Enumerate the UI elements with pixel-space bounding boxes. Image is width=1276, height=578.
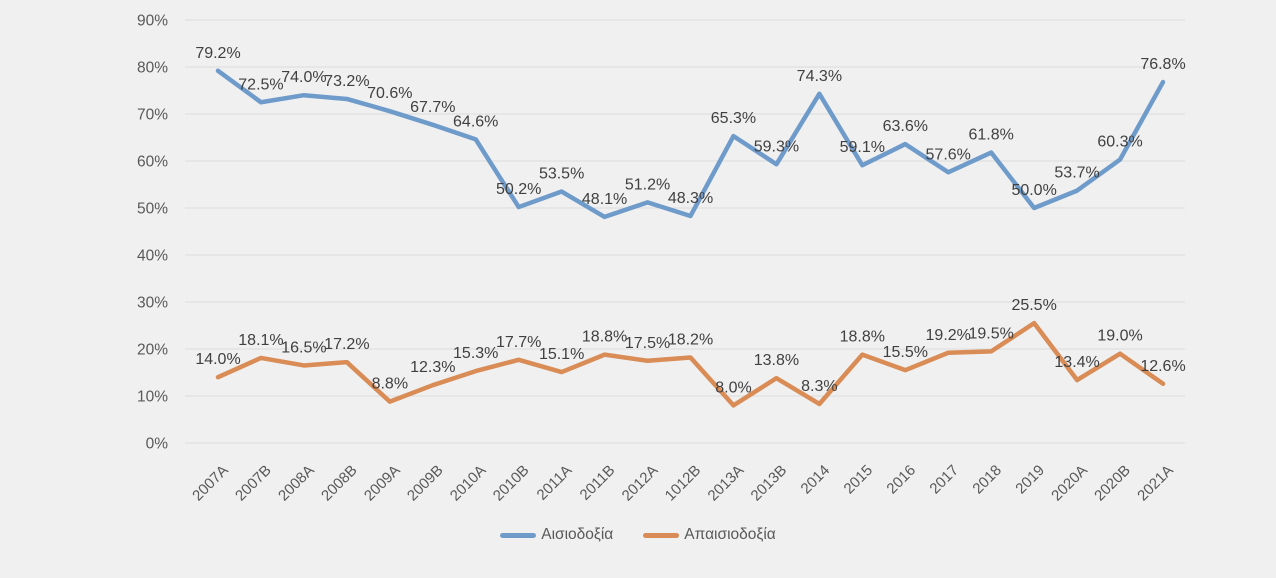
data-label: 74.3% <box>797 68 842 85</box>
x-tick-label: 2011A <box>534 462 576 504</box>
y-tick-label: 80% <box>137 60 168 77</box>
y-tick-label: 0% <box>146 436 169 453</box>
x-tick-label: 2013A <box>705 462 748 505</box>
data-label: 53.7% <box>1054 165 1099 182</box>
y-tick-label: 30% <box>137 295 168 312</box>
legend-item-optimism: Αισιοδοξία <box>500 526 613 544</box>
data-label: 18.1% <box>238 332 283 349</box>
data-label: 8.0% <box>715 379 751 396</box>
data-label: 15.5% <box>883 344 928 361</box>
y-tick-label: 70% <box>137 107 168 124</box>
data-label: 57.6% <box>926 146 971 163</box>
pessimism-line-marker <box>643 532 680 538</box>
data-label: 13.4% <box>1054 354 1099 371</box>
x-tick-label: 2012A <box>619 462 662 505</box>
data-label: 13.8% <box>754 352 799 369</box>
data-label: 74.0% <box>281 69 326 86</box>
data-label: 18.2% <box>668 331 713 348</box>
x-tick-label: 2013B <box>748 462 791 505</box>
data-label: 25.5% <box>1011 297 1056 314</box>
data-label: 53.5% <box>539 166 584 183</box>
data-label: 19.2% <box>926 327 971 344</box>
x-tick-label: 2008B <box>318 462 361 505</box>
data-label: 17.7% <box>496 334 541 351</box>
x-tick-label: 2017 <box>926 462 962 498</box>
x-tick-label: 2007B <box>232 462 275 505</box>
series-line-1 <box>215 320 1166 408</box>
x-tick-label: 2011B <box>577 462 619 504</box>
x-tick-label: 2020A <box>1048 462 1091 505</box>
data-label: 70.6% <box>367 85 412 102</box>
data-label: 12.6% <box>1140 358 1185 375</box>
data-label: 61.8% <box>968 127 1013 144</box>
legend-item-pessimism: Απαισιοδοξία <box>643 526 776 544</box>
data-label: 48.3% <box>668 190 713 207</box>
y-tick-label: 20% <box>137 342 168 359</box>
x-tick-label: 2009B <box>404 462 447 505</box>
data-label: 72.5% <box>238 76 283 93</box>
x-tick-label: 2020B <box>1091 462 1134 505</box>
data-label: 15.1% <box>539 346 584 363</box>
data-label: 16.5% <box>281 339 326 356</box>
x-tick-label: 2015 <box>841 462 877 498</box>
legend-label-pessimism: Απαισιοδοξία <box>684 526 776 543</box>
x-tick-label: 2021A <box>1134 462 1177 505</box>
data-label: 17.2% <box>324 336 369 353</box>
data-label: 59.3% <box>754 138 799 155</box>
data-label: 79.2% <box>195 45 240 62</box>
data-label: 76.8% <box>1140 56 1185 73</box>
x-tick-label: 2014 <box>798 462 834 498</box>
data-label: 15.3% <box>453 345 498 362</box>
data-label: 60.3% <box>1097 134 1142 151</box>
data-label: 8.3% <box>801 378 837 395</box>
x-tick-label: 2009A <box>361 462 404 505</box>
x-tick-label: 2010A <box>447 462 490 505</box>
data-label: 51.2% <box>625 176 670 193</box>
x-tick-label: 2016 <box>883 462 919 498</box>
x-tick-label: 1012B <box>662 462 705 505</box>
y-tick-label: 50% <box>137 201 168 218</box>
y-tick-label: 40% <box>137 248 168 265</box>
data-label: 73.2% <box>324 73 369 90</box>
data-label: 50.2% <box>496 181 541 198</box>
chart-legend: Αισιοδοξία Απαισιοδοξία <box>0 526 1276 544</box>
x-tick-label: 2007A <box>189 462 232 505</box>
data-label: 12.3% <box>410 359 455 376</box>
legend-label-optimism: Αισιοδοξία <box>541 526 614 543</box>
x-tick-label: 2019 <box>1012 462 1048 498</box>
x-tick-label: 2018 <box>969 462 1005 498</box>
data-label: 8.8% <box>372 376 408 393</box>
data-label: 18.8% <box>840 329 885 346</box>
y-tick-label: 10% <box>137 389 168 406</box>
data-label: 18.8% <box>582 329 627 346</box>
data-label: 19.5% <box>968 325 1013 342</box>
data-label: 59.1% <box>840 139 885 156</box>
data-label: 65.3% <box>711 110 756 127</box>
data-label: 63.6% <box>883 118 928 135</box>
x-tick-label: 2010B <box>490 462 533 505</box>
optimism-line-marker <box>500 532 537 538</box>
data-label: 14.0% <box>195 351 240 368</box>
y-tick-label: 60% <box>137 154 168 171</box>
x-tick-label: 2008A <box>275 462 318 505</box>
data-label: 19.0% <box>1097 328 1142 345</box>
data-label: 67.7% <box>410 99 455 116</box>
series-line-0 <box>215 68 1166 220</box>
y-tick-label: 90% <box>137 13 168 30</box>
data-label: 48.1% <box>582 191 627 208</box>
data-label: 64.6% <box>453 113 498 130</box>
data-label: 50.0% <box>1011 182 1056 199</box>
data-label: 17.5% <box>625 335 670 352</box>
